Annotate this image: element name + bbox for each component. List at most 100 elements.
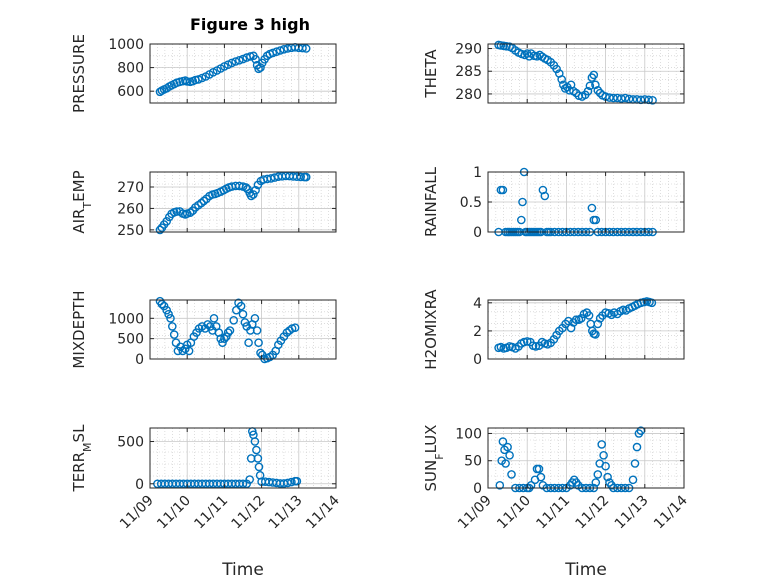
y-tick-label: 0 bbox=[135, 352, 144, 368]
axes-frame bbox=[487, 43, 685, 104]
data-point bbox=[498, 185, 508, 195]
axes-background bbox=[488, 428, 684, 488]
x-axis-label: Time bbox=[221, 560, 264, 580]
data-point bbox=[268, 48, 278, 58]
data-point bbox=[209, 313, 219, 323]
data-point bbox=[564, 316, 573, 326]
data-point bbox=[593, 86, 603, 95]
subplot-7: 0 500 TERRMSL 11/0911/1011/1111/1211/1311/1… bbox=[70, 424, 343, 580]
data-point bbox=[534, 464, 544, 474]
x-tick-label: 11/12 bbox=[229, 493, 269, 533]
data-point bbox=[251, 185, 260, 195]
axes-frame bbox=[487, 299, 685, 360]
data-point bbox=[648, 96, 657, 105]
data-point bbox=[609, 93, 618, 103]
data-point bbox=[167, 322, 177, 331]
x-tick-label: 11/12 bbox=[573, 493, 613, 533]
data-point bbox=[225, 326, 235, 335]
data-point bbox=[647, 298, 657, 308]
data-point bbox=[495, 480, 505, 490]
data-point bbox=[597, 440, 607, 449]
data-point bbox=[185, 208, 195, 217]
data-point bbox=[287, 477, 296, 487]
data-point bbox=[220, 334, 229, 344]
data-point bbox=[290, 323, 300, 333]
x-tick-label: 11/09 bbox=[117, 493, 157, 533]
y-tick-label: 500 bbox=[117, 435, 144, 451]
data-point bbox=[301, 44, 311, 53]
data-point bbox=[244, 338, 253, 348]
data-point bbox=[591, 80, 600, 90]
axes-frame bbox=[149, 299, 337, 360]
data-point bbox=[599, 450, 608, 460]
data-point bbox=[272, 47, 281, 57]
data-point bbox=[593, 470, 603, 479]
y-tick-label: 800 bbox=[117, 61, 144, 77]
data-point bbox=[256, 63, 265, 72]
data-point bbox=[584, 311, 594, 320]
y-tick-label: 0 bbox=[473, 352, 482, 368]
y-tick-label: 285 bbox=[455, 64, 482, 80]
data-point bbox=[552, 64, 561, 74]
data-point bbox=[591, 215, 601, 225]
data-point bbox=[155, 225, 165, 235]
figure-title: Figure 3 high bbox=[190, 15, 310, 34]
data-point bbox=[227, 58, 237, 68]
data-point bbox=[231, 57, 240, 66]
data-point bbox=[632, 442, 642, 452]
data-point bbox=[221, 332, 231, 341]
data-point bbox=[172, 207, 182, 216]
data-point bbox=[540, 191, 550, 201]
data-point bbox=[162, 305, 171, 315]
data-point bbox=[184, 346, 194, 356]
y-axis-label: THETA bbox=[422, 49, 440, 99]
x-tick-label: 11/09 bbox=[455, 493, 495, 533]
x-tick-label: 11/11 bbox=[191, 493, 231, 533]
y-tick-label: 0.5 bbox=[460, 195, 482, 211]
data-point bbox=[251, 55, 260, 64]
y-tick-label: 0 bbox=[473, 225, 482, 241]
data-point bbox=[296, 172, 306, 182]
data-point bbox=[238, 479, 248, 489]
data-point bbox=[503, 442, 512, 452]
axes-background bbox=[150, 428, 336, 488]
y-tick-label: 0 bbox=[473, 481, 482, 497]
y-tick-label: 100 bbox=[455, 426, 482, 442]
y-axis-label: H2OMIXRA bbox=[422, 289, 440, 370]
data-point bbox=[557, 75, 567, 84]
y-tick-label: 500 bbox=[117, 332, 144, 348]
axes-frame bbox=[149, 43, 337, 104]
data-point bbox=[498, 437, 508, 446]
data-point bbox=[249, 190, 258, 199]
x-tick-label: 11/13 bbox=[266, 493, 306, 533]
axes-background bbox=[150, 44, 336, 103]
y-axis-label: TERRMSL bbox=[70, 424, 94, 493]
data-point bbox=[245, 475, 254, 484]
data-point bbox=[531, 342, 541, 351]
data-point bbox=[252, 445, 261, 455]
data-point bbox=[577, 313, 586, 323]
data-point bbox=[593, 319, 603, 329]
y-tick-label: 0 bbox=[135, 477, 144, 493]
data-point bbox=[561, 319, 570, 329]
x-tick-label: 11/11 bbox=[533, 493, 573, 533]
y-tick-label: 250 bbox=[117, 223, 144, 239]
data-point bbox=[587, 203, 597, 213]
data-point bbox=[301, 172, 311, 182]
axes-background bbox=[150, 172, 336, 232]
subplot-3: 250 260 270 AIRTEMP bbox=[70, 170, 337, 239]
y-tick-label: 260 bbox=[117, 201, 144, 217]
data-point bbox=[250, 437, 260, 446]
x-tick-label: 11/13 bbox=[612, 493, 652, 533]
y-tick-label: 280 bbox=[455, 87, 482, 103]
y-tick-label: 1000 bbox=[108, 311, 144, 327]
data-point bbox=[620, 93, 630, 103]
data-point bbox=[199, 196, 209, 206]
x-tick-label: 11/10 bbox=[154, 493, 194, 533]
data-point bbox=[605, 93, 614, 102]
data-point bbox=[505, 450, 514, 460]
data-point bbox=[502, 42, 511, 51]
data-point bbox=[218, 338, 227, 348]
